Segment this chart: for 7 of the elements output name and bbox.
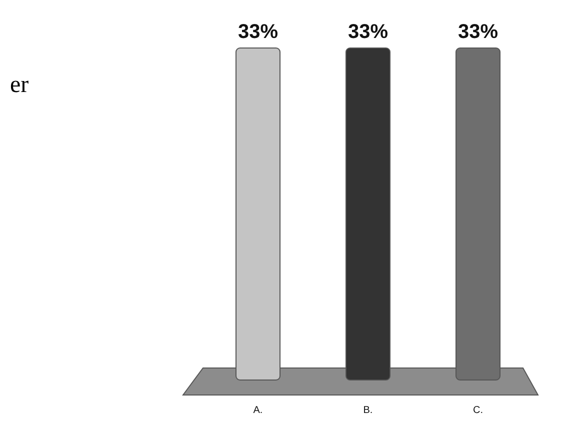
text: er	[10, 72, 29, 98]
data-label: 33%	[458, 21, 498, 43]
x-tick-label: B.	[363, 405, 373, 416]
data-label: 33%	[238, 21, 278, 43]
data-label: 33%	[348, 21, 388, 43]
x-tick-label: A.	[253, 405, 263, 416]
x-tick-label: C.	[473, 405, 483, 416]
